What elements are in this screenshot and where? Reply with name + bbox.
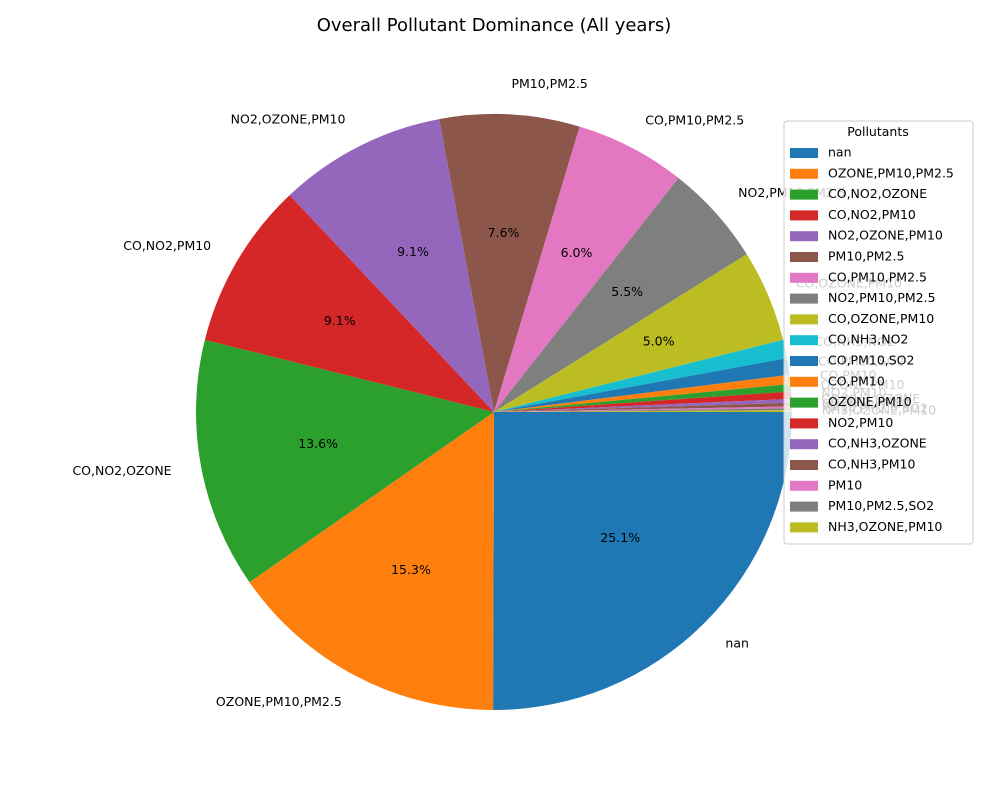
legend-label: CO,NO2,PM10 (828, 207, 916, 222)
pie-slice (249, 412, 494, 710)
legend-label: CO,PM10 (828, 373, 885, 388)
legend-swatch (790, 314, 818, 325)
pie-slice (494, 408, 792, 412)
legend-swatch (790, 189, 818, 200)
legend-swatch (790, 335, 818, 346)
legend-label: PM10 (828, 477, 862, 492)
pie-slice (494, 339, 788, 412)
pie-slice (494, 358, 790, 412)
legend-label: OZONE,PM10 (828, 394, 912, 409)
percent-label: 15.3% (391, 562, 431, 577)
pie-slice (439, 113, 580, 412)
legend-swatch (790, 148, 818, 158)
percent-labels: 25.1% 15.3% 13.6% 9.1% 9.1% 7.6% 6.0% 5.5% 5.0% (298, 225, 674, 577)
legend-label: nan (828, 145, 852, 160)
slice-label: CO,PM10,PM2.5 (645, 113, 744, 128)
legend-label: NO2,PM10,PM2.5 (828, 290, 936, 305)
legend-swatch (790, 376, 818, 387)
legend-swatch (790, 231, 818, 242)
pie-slices (196, 113, 792, 711)
legend: Pollutants nan OZONE,PM10,PM2.5 CO,NO2,OZO… (783, 120, 974, 545)
percent-label: 6.0% (561, 245, 593, 260)
pie-slice (494, 178, 747, 412)
legend-label: CO,NO2,OZONE (828, 186, 927, 201)
legend-swatch (790, 168, 818, 179)
legend-label: CO,NH3,PM10 (828, 457, 915, 472)
pie-slice (494, 410, 792, 412)
percent-label: 13.6% (298, 436, 338, 451)
legend-swatch (790, 272, 818, 283)
percent-label: 7.6% (488, 225, 520, 240)
legend-label: CO,PM10,SO2 (828, 353, 914, 368)
pie-slice (196, 339, 494, 583)
legend-label: NO2,PM10 (828, 415, 893, 430)
legend-swatch (790, 210, 818, 221)
pie-slice (494, 398, 792, 412)
pie-slice (494, 254, 784, 412)
legend-swatch (790, 397, 818, 408)
slice-label: NO2,OZONE,PM10 (231, 111, 346, 126)
legend-label: PM10,PM2.5 (828, 249, 904, 264)
legend-swatch (790, 439, 818, 450)
pie-slice (494, 384, 792, 412)
slice-label: CO,NO2,OZONE (72, 463, 171, 478)
legend-items: nan OZONE,PM10,PM2.5 CO,NO2,OZONE CO,NO2,PM… (790, 145, 954, 534)
percent-label: 25.1% (600, 530, 640, 545)
legend-label: NH3,OZONE,PM10 (828, 519, 942, 534)
pie-slice (494, 406, 792, 412)
legend-title: Pollutants (847, 124, 909, 139)
percent-label: 9.1% (324, 313, 356, 328)
legend-label: CO,PM10,PM2.5 (828, 269, 927, 284)
chart-title: Overall Pollutant Dominance (All years) (317, 15, 672, 36)
slice-label: PM10,PM2.5 (511, 76, 587, 91)
slice-label: nan (725, 636, 749, 651)
legend-swatch (790, 480, 818, 491)
pie-slice (494, 402, 792, 412)
percent-label: 9.1% (397, 244, 429, 259)
legend-frame (783, 120, 974, 545)
legend-label: CO,NH3,OZONE (828, 436, 927, 451)
pie-slice (494, 374, 791, 412)
legend-swatch (790, 522, 818, 533)
percent-label: 5.5% (611, 284, 643, 299)
legend-swatch (790, 501, 818, 512)
legend-swatch (790, 356, 818, 366)
slice-label: CO,NO2,PM10 (123, 238, 211, 253)
legend-swatch (790, 418, 818, 429)
pie-slice (493, 412, 792, 711)
legend-label: CO,NH3,NO2 (828, 332, 908, 347)
legend-label: CO,OZONE,PM10 (828, 311, 934, 326)
legend-label: PM10,PM2.5,SO2 (828, 498, 934, 513)
pie-slice (494, 391, 792, 412)
legend-label: OZONE,PM10,PM2.5 (828, 165, 954, 180)
legend-label: NO2,OZONE,PM10 (828, 228, 943, 243)
pie-slice (494, 126, 679, 413)
legend-swatch (790, 252, 818, 262)
pie-slice (289, 119, 494, 413)
legend-swatch (790, 293, 818, 304)
percent-label: 5.0% (643, 334, 675, 349)
legend-swatch (790, 460, 818, 470)
slice-label: OZONE,PM10,PM2.5 (216, 694, 342, 709)
pie-slice (204, 195, 494, 412)
